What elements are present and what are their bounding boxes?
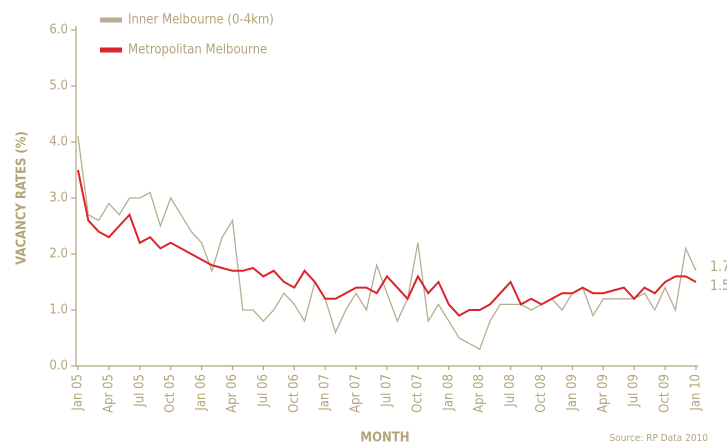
x-tick-label: Oct 06 <box>287 374 302 413</box>
x-tick-label: Apr 07 <box>349 374 364 413</box>
y-tick-label: 0.0 <box>49 359 68 374</box>
x-tick-label: Jan 07 <box>318 374 333 412</box>
y-tick-label: 4.0 <box>49 135 68 150</box>
x-tick-label: Oct 09 <box>658 374 673 413</box>
x-tick-label: Jan 10 <box>689 374 704 412</box>
legend-swatch <box>100 47 122 53</box>
x-tick-label: Oct 05 <box>163 374 178 413</box>
y-axis-label: VACANCY RATES (%) <box>15 131 30 265</box>
y-tick-label: 1.0 <box>49 303 68 318</box>
x-tick-label: Jul 06 <box>256 374 271 408</box>
x-tick-label: Apr 05 <box>101 374 116 413</box>
source: Source: RP Data 2010 <box>609 433 708 444</box>
y-tick-label: 3.0 <box>49 191 68 206</box>
y-tick-label: 2.0 <box>49 247 68 262</box>
legend-swatch <box>100 17 122 23</box>
x-tick-label: Oct 08 <box>534 374 549 413</box>
line <box>77 169 697 317</box>
x-tick-label: Oct 07 <box>410 374 425 413</box>
y-tick-label: 6.0 <box>49 23 68 38</box>
x-tick-label: Apr 06 <box>225 374 240 413</box>
line <box>77 136 697 351</box>
x-tick-label: Jan 09 <box>565 374 580 412</box>
x-tick-label: Apr 08 <box>472 374 487 413</box>
end-label: 1.5 <box>710 278 727 294</box>
x-tick-label: Jan 05 <box>71 374 86 412</box>
end-label: 1.7 <box>710 259 727 275</box>
x-tick-label: Jul 08 <box>503 374 518 408</box>
x-tick-label: Apr 09 <box>596 374 611 413</box>
y-tick-label: 5.0 <box>49 79 68 94</box>
legend-label: Inner Melbourne (0-4km) <box>128 13 274 28</box>
x-tick-label: Jan 06 <box>194 374 209 412</box>
x-tick-label: Jul 05 <box>132 374 147 408</box>
x-axis-label: MONTH <box>360 431 409 446</box>
x-tick-label: Jul 07 <box>380 374 395 408</box>
legend-label: Metropolitan Melbourne <box>128 43 267 58</box>
x-tick-label: Jan 08 <box>441 374 456 412</box>
x-tick-label: Jul 09 <box>627 374 642 408</box>
